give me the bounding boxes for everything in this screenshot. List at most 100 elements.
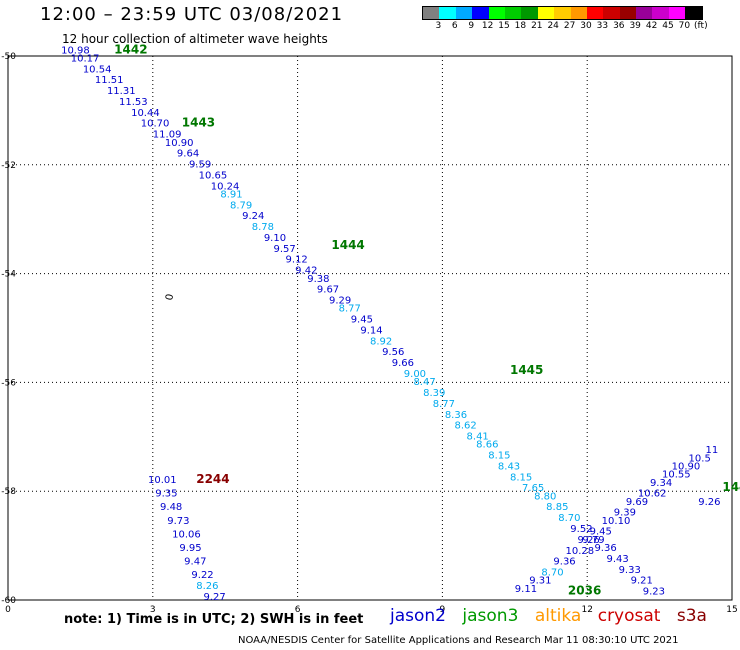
wave-height-value: 9.35 bbox=[155, 489, 177, 500]
wave-height-value: 10.01 bbox=[148, 475, 177, 486]
wave-height-value: 9.38 bbox=[307, 274, 329, 285]
legend-swatch bbox=[586, 7, 604, 19]
wave-height-value: 9.67 bbox=[317, 285, 339, 296]
legend-tick-label: 42 bbox=[645, 21, 658, 31]
wave-height-value: 8.77 bbox=[433, 399, 455, 410]
wave-height-value: 9.45 bbox=[590, 527, 612, 538]
wave-height-value: 9.52 bbox=[570, 524, 592, 535]
plot-frame bbox=[7, 55, 733, 601]
wave-height-value: 9.56 bbox=[382, 347, 404, 358]
wave-height-value: 9.31 bbox=[529, 576, 551, 587]
wave-height-value: 8.85 bbox=[546, 502, 568, 513]
wave-height-value: 8.92 bbox=[370, 336, 392, 347]
legend-tick-label: 39 bbox=[629, 21, 641, 31]
wave-height-value: 10.17 bbox=[71, 53, 100, 64]
mission-jason2: jason2 bbox=[390, 606, 446, 626]
legend-tick-label: 30 bbox=[580, 21, 592, 31]
wave-height-value: 11.31 bbox=[107, 86, 136, 97]
legend-swatch bbox=[472, 7, 489, 19]
y-tick-label: -52 bbox=[1, 161, 16, 171]
wave-height-value: 9.95 bbox=[179, 543, 201, 554]
wave-height-value: 8.47 bbox=[413, 377, 435, 388]
legend-swatch bbox=[537, 7, 555, 19]
wave-height-value: 8.79 bbox=[230, 200, 252, 211]
x-tick-label: 15 bbox=[726, 605, 737, 615]
wave-height-value: 9.73 bbox=[167, 516, 189, 527]
wave-height-value: 9.21 bbox=[631, 576, 653, 587]
wave-height-value: 10.28 bbox=[565, 546, 594, 557]
wave-height-value: 8.15 bbox=[488, 451, 510, 462]
legend-tick-label: 27 bbox=[563, 21, 576, 31]
y-tick-label: -50 bbox=[1, 52, 16, 62]
color-scale-legend: 3 6 9 12 15 18 21 24 27 30 33 36 39 42 45 70 (ft) bbox=[422, 6, 708, 34]
wave-height-value: 8.62 bbox=[454, 421, 476, 432]
legend-tick-label: 18 bbox=[514, 21, 527, 31]
wave-height-value: 9.24 bbox=[242, 211, 264, 222]
wave-height-value: 10.65 bbox=[199, 170, 228, 181]
wave-height-value: 7.65 bbox=[522, 483, 544, 494]
wave-height-value: 8.15 bbox=[510, 472, 532, 483]
wave-height-value: 9.47 bbox=[184, 557, 206, 568]
wave-height-value: 11 bbox=[705, 445, 718, 456]
wave-height-value: 9.27 bbox=[203, 592, 225, 603]
wave-height-value: 9.23 bbox=[643, 587, 665, 598]
wave-height-value: 9.57 bbox=[273, 244, 295, 255]
legend-swatch bbox=[603, 7, 620, 19]
legend-tick-label: 15 bbox=[498, 21, 510, 31]
wave-height-value: 9.22 bbox=[191, 570, 213, 581]
wave-height-value: 8.77 bbox=[339, 304, 361, 315]
legend-tick-label: (ft) bbox=[694, 21, 708, 31]
wave-height-value: 8.26 bbox=[196, 581, 218, 592]
wave-height-value: 9.11 bbox=[515, 584, 537, 595]
wave-height-value: 10.5 bbox=[689, 453, 711, 464]
wave-height-value: 8.39 bbox=[423, 388, 445, 399]
legend-tick-label: 3 bbox=[435, 21, 442, 31]
pass-number-label: 1444 bbox=[331, 238, 364, 252]
wave-height-value: 9.12 bbox=[286, 255, 308, 266]
wave-height-value: 9.43 bbox=[607, 554, 629, 565]
legend-tick-label: 45 bbox=[662, 21, 674, 31]
wave-height-value: 8.78 bbox=[252, 222, 274, 233]
footnote: note: 1) Time is in UTC; 2) SWH is in fe… bbox=[64, 612, 364, 627]
legend-swatch bbox=[554, 7, 571, 19]
legend-swatch bbox=[423, 7, 440, 19]
wave-height-value: 10.90 bbox=[672, 461, 701, 472]
legend-swatch bbox=[439, 7, 456, 19]
legend-swatch bbox=[668, 7, 686, 19]
mission-legend: jason2 jason3 altika cryosat s3a bbox=[390, 606, 718, 626]
wave-height-value: 9.66 bbox=[392, 358, 414, 369]
wave-height-value: 9.42 bbox=[295, 266, 317, 277]
wave-height-value: 9.29 bbox=[329, 296, 351, 307]
wave-height-value: 9.64 bbox=[177, 149, 199, 160]
wave-height-value: 8.41 bbox=[467, 432, 489, 443]
contour-label: 0 bbox=[164, 293, 176, 301]
color-scale-swatches bbox=[422, 6, 703, 20]
legend-tick-label: 21 bbox=[531, 21, 543, 31]
wave-height-value: 9.48 bbox=[160, 502, 182, 513]
mission-cryosat: cryosat bbox=[597, 606, 661, 626]
legend-tick-label: 24 bbox=[547, 21, 559, 31]
x-tick-label: 9 bbox=[440, 605, 446, 615]
color-scale-labels: 3 6 9 12 15 18 21 24 27 30 33 36 39 42 45 70 (ft) bbox=[422, 20, 708, 34]
wave-height-value: 10.55 bbox=[662, 470, 691, 481]
wave-height-value: 10.10 bbox=[602, 516, 631, 527]
pass-number-label: 2036 bbox=[568, 584, 601, 598]
legend-swatch bbox=[636, 7, 653, 19]
wave-height-value: 10.70 bbox=[141, 119, 170, 130]
legend-tick-label: 33 bbox=[596, 21, 609, 31]
wave-height-value: 9.36 bbox=[553, 557, 575, 568]
legend-swatch bbox=[455, 7, 473, 19]
wave-height-value: 10.90 bbox=[165, 138, 194, 149]
pass-number-label: 1442 bbox=[114, 42, 147, 56]
legend-tick-label: 36 bbox=[613, 21, 625, 31]
legend-swatch bbox=[652, 7, 669, 19]
legend-swatch bbox=[504, 7, 522, 19]
legend-swatch bbox=[488, 7, 505, 19]
credit-line: NOAA/NESDIS Center for Satellite Applica… bbox=[238, 635, 679, 646]
map-title: 12:00 – 23:59 UTC 03/08/2021 bbox=[40, 4, 344, 25]
map-subtitle: 12 hour collection of altimeter wave hei… bbox=[62, 32, 328, 46]
wave-height-value: 9.26 bbox=[578, 535, 600, 546]
x-tick-label: 3 bbox=[150, 605, 156, 615]
